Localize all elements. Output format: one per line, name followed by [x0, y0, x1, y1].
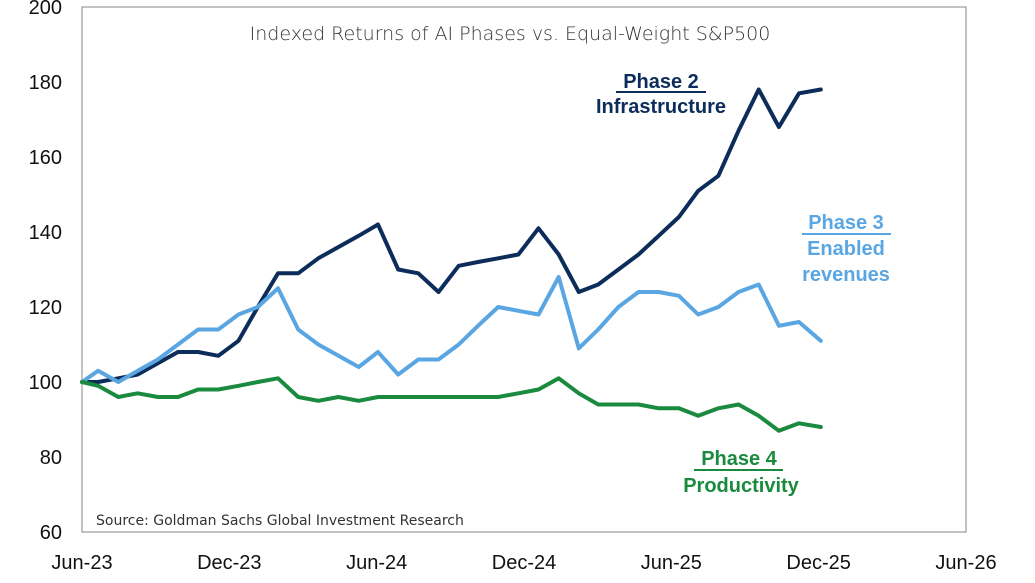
- x-tick-label: Jun-23: [51, 552, 112, 574]
- annotation-phase-2: Phase 2 Infrastructure: [596, 71, 726, 118]
- x-tick-label: Jun-26: [935, 552, 996, 574]
- plot-frame: [81, 6, 967, 533]
- y-tick-label: 160: [29, 147, 62, 169]
- series-line-phase-3: [80, 275, 823, 384]
- y-tick-label: 80: [40, 447, 62, 469]
- x-tick-label: Dec-23: [197, 552, 261, 574]
- chart-title: Indexed Returns of AI Phases vs. Equal-W…: [250, 23, 771, 45]
- series-line-phase-2: [80, 87, 823, 384]
- underline-phase-4: [694, 469, 783, 471]
- series-sublabel-phase-3-line2: revenues: [802, 264, 890, 286]
- series-label-phase-2: Phase 2: [623, 71, 699, 93]
- series-sublabel-phase-4: Productivity: [683, 475, 799, 497]
- series-line-phase-4: [80, 376, 823, 433]
- source-note: Source: Goldman Sachs Global Investment …: [96, 513, 464, 529]
- y-tick-label: 60: [40, 522, 62, 544]
- y-tick-label: 140: [29, 222, 62, 244]
- y-tick-label: 180: [29, 72, 62, 94]
- y-tick-label: 200: [29, 0, 62, 19]
- x-tick-label: Jun-24: [346, 552, 407, 574]
- series-label-phase-4: Phase 4: [701, 448, 777, 470]
- annotation-phase-3: Phase 3 Enabled revenues: [802, 212, 891, 286]
- y-tick-label: 120: [29, 297, 62, 319]
- series-sublabel-phase-3: Enabled: [807, 238, 885, 260]
- x-tick-label: Dec-24: [492, 552, 556, 574]
- x-tick-label: Jun-25: [641, 552, 702, 574]
- series-label-phase-3: Phase 3: [808, 212, 884, 234]
- series-sublabel-phase-2: Infrastructure: [596, 96, 726, 118]
- underline-phase-3: [802, 233, 891, 235]
- x-tick-label: Dec-25: [786, 552, 850, 574]
- annotation-phase-4: Phase 4 Productivity: [683, 448, 799, 497]
- underline-phase-2: [616, 91, 706, 93]
- y-tick-label: 100: [29, 372, 62, 394]
